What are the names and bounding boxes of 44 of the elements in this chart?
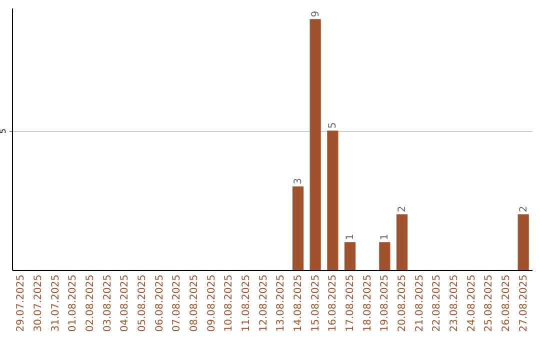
x-tick-label: 03.08.2025: [102, 274, 114, 332]
x-tick-label: 14.08.2025: [293, 274, 304, 332]
x-tick-label: 29.07.2025: [16, 274, 27, 332]
bar: [344, 242, 356, 270]
x-tick-label: 07.08.2025: [172, 274, 183, 332]
data-label: 5: [328, 122, 339, 129]
x-tick-label: 02.08.2025: [85, 274, 96, 332]
data-label: 1: [345, 234, 356, 240]
bar: [518, 214, 529, 270]
x-tick-label: 22.08.2025: [432, 274, 443, 332]
x-tick-label: 06.08.2025: [154, 274, 166, 332]
x-tick-label: 30.07.2025: [33, 274, 44, 332]
x-tick-label: 26.08.2025: [501, 274, 512, 332]
data-label: 3: [293, 178, 304, 184]
x-tick-label: 05.08.2025: [137, 274, 148, 332]
x-tick-label: 16.08.2025: [328, 274, 339, 332]
x-tick-label: 20.08.2025: [397, 274, 408, 332]
x-tick-label: 13.08.2025: [276, 274, 287, 332]
x-tick-label: 11.08.2025: [241, 274, 252, 332]
data-label: 1: [380, 234, 391, 240]
bar: [310, 19, 321, 270]
x-tick-label: 04.08.2025: [120, 274, 131, 332]
x-tick-label: 15.08.2025: [310, 274, 322, 332]
x-tick-label: 27.08.2025: [518, 274, 530, 332]
x-tick-label: 08.08.2025: [189, 274, 200, 332]
x-tick-label: 18.08.2025: [362, 274, 374, 332]
x-tick-label: 17.08.2025: [345, 274, 356, 332]
x-tick-label: 10.08.2025: [224, 274, 235, 332]
bar: [327, 130, 338, 270]
x-tick-label: 21.08.2025: [414, 274, 426, 332]
bar: [292, 186, 304, 270]
x-tick-label: 12.08.2025: [258, 274, 270, 332]
data-label: 2: [518, 206, 530, 212]
data-label: 2: [397, 206, 408, 212]
x-tick-label: 01.08.2025: [68, 274, 79, 332]
x-tick-label: 23.08.2025: [449, 274, 460, 332]
x-tick-label: 31.07.2025: [50, 274, 62, 332]
x-tick-label: 09.08.2025: [206, 274, 218, 332]
x-tick-label: 19.08.2025: [380, 274, 391, 332]
data-label: 9: [310, 10, 322, 18]
x-tick-label: 25.08.2025: [484, 274, 495, 332]
x-tick-label: 24.08.2025: [466, 274, 478, 332]
bar: [379, 242, 390, 270]
bar: [396, 214, 408, 270]
